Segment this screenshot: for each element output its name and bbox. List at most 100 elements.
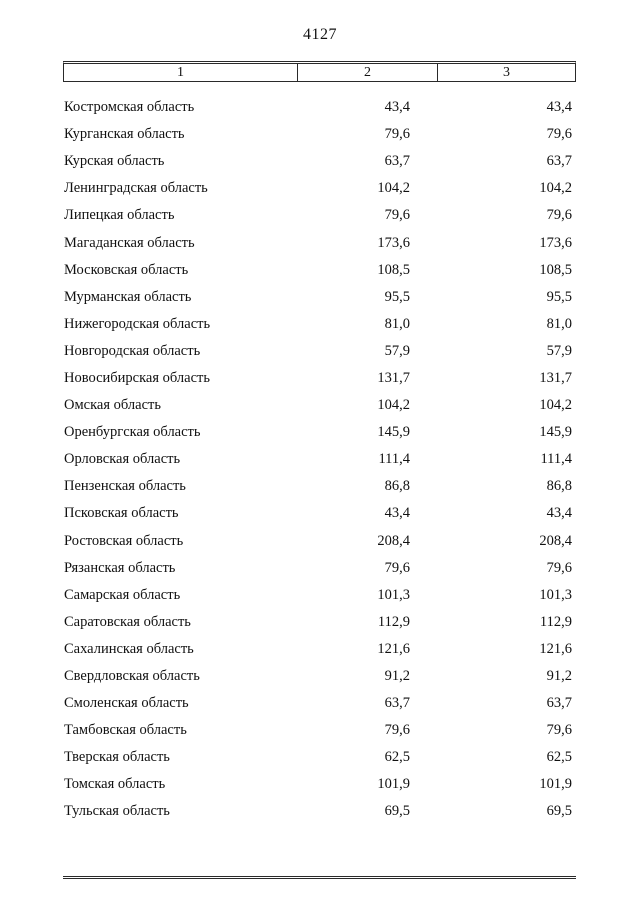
value-col-3: 43,4	[546, 505, 572, 522]
table-row: Липецкая область 79,6 79,6	[63, 202, 576, 229]
region-name: Омская область	[64, 397, 161, 414]
region-name: Ленинградская область	[64, 180, 208, 197]
table-row: Орловская область 111,4 111,4	[63, 446, 576, 473]
table-row: Новосибирская область 131,7 131,7	[63, 365, 576, 392]
table-row: Ленинградская область 104,2 104,2	[63, 175, 576, 202]
region-name: Рязанская область	[64, 559, 176, 576]
value-col-3: 101,9	[539, 776, 572, 793]
value-col-2: 101,9	[377, 776, 410, 793]
table-row: Новгородская область 57,9 57,9	[63, 338, 576, 365]
table-row: Магаданская область 173,6 173,6	[63, 229, 576, 256]
table-row: Омская область 104,2 104,2	[63, 392, 576, 419]
value-col-3: 101,3	[539, 586, 572, 603]
region-name: Курганская область	[64, 126, 185, 143]
table-row: Ростовская область 208,4 208,4	[63, 528, 576, 555]
value-col-2: 63,7	[384, 153, 410, 170]
value-col-2: 81,0	[384, 315, 410, 332]
region-name: Саратовская область	[64, 613, 191, 630]
region-name: Новгородская область	[64, 342, 201, 359]
region-name: Самарская область	[64, 586, 181, 603]
table-row: Рязанская область 79,6 79,6	[63, 555, 576, 582]
value-col-3: 57,9	[546, 342, 572, 359]
region-name: Магаданская область	[64, 234, 195, 251]
value-col-3: 79,6	[546, 126, 572, 143]
table-row: Смоленская область 63,7 63,7	[63, 690, 576, 717]
table-header-col-2: 2	[297, 64, 437, 81]
value-col-2: 57,9	[384, 342, 410, 359]
value-col-3: 43,4	[546, 99, 572, 116]
table-row: Нижегородская область 81,0 81,0	[63, 311, 576, 338]
region-name: Курская область	[64, 153, 165, 170]
value-col-3: 131,7	[539, 369, 572, 386]
region-table-body: Костромская область 43,4 43,4 Курганская об…	[63, 94, 576, 826]
value-col-2: 95,5	[384, 288, 410, 305]
region-name: Тверская область	[64, 749, 170, 766]
value-col-2: 62,5	[384, 749, 410, 766]
table-row: Тульская область 69,5 69,5	[63, 798, 576, 825]
value-col-3: 145,9	[539, 424, 572, 441]
value-col-3: 173,6	[539, 234, 572, 251]
region-name: Сахалинская область	[64, 640, 194, 657]
region-name: Тамбовская область	[64, 722, 187, 739]
table-header-col-1: 1	[177, 65, 184, 80]
table-row: Московская область 108,5 108,5	[63, 257, 576, 284]
value-col-2: 86,8	[384, 478, 410, 495]
region-name: Ростовская область	[64, 532, 184, 549]
value-col-3: 112,9	[539, 613, 572, 630]
table-row: Оренбургская область 145,9 145,9	[63, 419, 576, 446]
value-col-2: 208,4	[377, 532, 410, 549]
table-header-col-3: 3	[437, 64, 575, 81]
value-col-2: 131,7	[377, 369, 410, 386]
table-row: Мурманская область 95,5 95,5	[63, 284, 576, 311]
value-col-2: 145,9	[377, 424, 410, 441]
value-col-2: 43,4	[384, 99, 410, 116]
value-col-3: 111,4	[540, 451, 572, 468]
value-col-3: 121,6	[539, 640, 572, 657]
value-col-2: 43,4	[384, 505, 410, 522]
region-name: Липецкая область	[64, 207, 175, 224]
region-name: Псковская область	[64, 505, 179, 522]
value-col-3: 86,8	[546, 478, 572, 495]
table-row: Костромская область 43,4 43,4	[63, 94, 576, 121]
value-col-2: 79,6	[384, 722, 410, 739]
value-col-2: 91,2	[384, 668, 410, 685]
region-name: Мурманская область	[64, 288, 192, 305]
value-col-3: 108,5	[539, 261, 572, 278]
region-name: Московская область	[64, 261, 189, 278]
table-row: Свердловская область 91,2 91,2	[63, 663, 576, 690]
region-name: Пензенская область	[64, 478, 186, 495]
table-row: Тверская область 62,5 62,5	[63, 744, 576, 771]
value-col-2: 79,6	[384, 126, 410, 143]
value-col-3: 104,2	[539, 397, 572, 414]
region-name: Свердловская область	[64, 668, 200, 685]
value-col-3: 91,2	[546, 668, 572, 685]
table-row: Сахалинская область 121,6 121,6	[63, 636, 576, 663]
region-name: Томская область	[64, 776, 166, 793]
region-name: Орловская область	[64, 451, 181, 468]
value-col-2: 101,3	[377, 586, 410, 603]
value-col-2: 111,4	[378, 451, 410, 468]
table-header-row: 1 2 3	[63, 61, 576, 82]
value-col-2: 112,9	[377, 613, 410, 630]
table-row: Тамбовская область 79,6 79,6	[63, 717, 576, 744]
region-name: Костромская область	[64, 99, 195, 116]
value-col-3: 79,6	[546, 722, 572, 739]
value-col-3: 79,6	[546, 207, 572, 224]
value-col-2: 69,5	[384, 803, 410, 820]
table-bottom-rule	[63, 876, 576, 879]
value-col-3: 62,5	[546, 749, 572, 766]
table-row: Саратовская область 112,9 112,9	[63, 609, 576, 636]
table-row: Самарская область 101,3 101,3	[63, 582, 576, 609]
table-row: Томская область 101,9 101,9	[63, 771, 576, 798]
region-name: Смоленская область	[64, 695, 189, 712]
value-col-2: 121,6	[377, 640, 410, 657]
value-col-3: 81,0	[546, 315, 572, 332]
table-row: Курганская область 79,6 79,6	[63, 121, 576, 148]
region-name: Тульская область	[64, 803, 170, 820]
value-col-2: 63,7	[384, 695, 410, 712]
table-row: Псковская область 43,4 43,4	[63, 500, 576, 527]
value-col-2: 79,6	[384, 207, 410, 224]
value-col-2: 108,5	[377, 261, 410, 278]
region-name: Оренбургская область	[64, 424, 201, 441]
